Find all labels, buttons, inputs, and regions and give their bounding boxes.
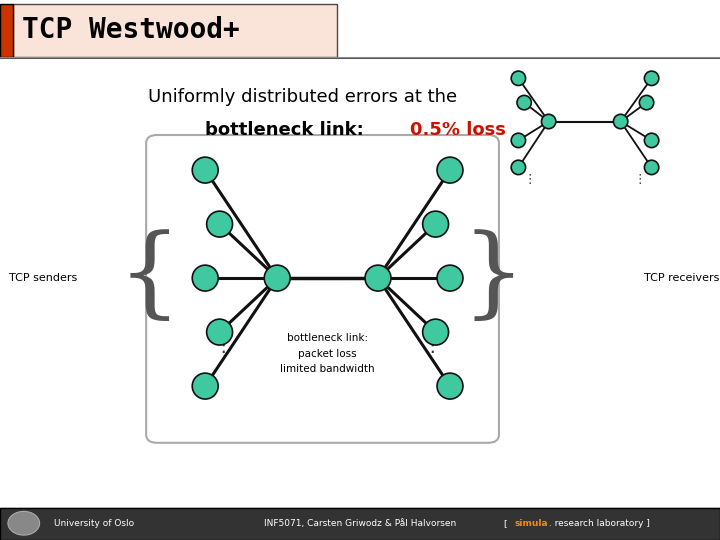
Ellipse shape	[437, 265, 463, 291]
Ellipse shape	[511, 133, 526, 147]
Ellipse shape	[644, 133, 659, 147]
Ellipse shape	[264, 265, 290, 291]
Ellipse shape	[423, 319, 449, 345]
Circle shape	[8, 511, 40, 535]
Ellipse shape	[644, 160, 659, 174]
Text: 0.5% loss: 0.5% loss	[410, 120, 506, 139]
Text: TCP receivers: TCP receivers	[644, 273, 720, 283]
Text: Uniformly distributed errors at the: Uniformly distributed errors at the	[148, 88, 457, 106]
Ellipse shape	[639, 96, 654, 110]
Ellipse shape	[207, 319, 233, 345]
Ellipse shape	[613, 114, 628, 129]
Text: . research laboratory ]: . research laboratory ]	[546, 519, 649, 528]
Text: ⋮: ⋮	[523, 173, 536, 186]
Ellipse shape	[437, 157, 463, 183]
Ellipse shape	[541, 114, 556, 129]
Ellipse shape	[437, 373, 463, 399]
Text: bottleneck link:: bottleneck link:	[205, 120, 377, 139]
Text: bottleneck link:
packet loss
limited bandwidth: bottleneck link: packet loss limited ban…	[280, 333, 375, 374]
Text: [: [	[504, 519, 510, 528]
Ellipse shape	[365, 265, 391, 291]
Ellipse shape	[423, 211, 449, 237]
Text: INF5071, Carsten Griwodz & Pål Halvorsen: INF5071, Carsten Griwodz & Pål Halvorsen	[264, 519, 456, 528]
Text: ⋮: ⋮	[213, 336, 233, 355]
Ellipse shape	[192, 373, 218, 399]
Ellipse shape	[511, 71, 526, 85]
Text: ⋮: ⋮	[633, 173, 646, 186]
Ellipse shape	[192, 265, 218, 291]
Ellipse shape	[511, 160, 526, 174]
Ellipse shape	[207, 211, 233, 237]
Ellipse shape	[644, 71, 659, 85]
Text: {: {	[118, 230, 181, 326]
Text: TCP senders: TCP senders	[9, 273, 77, 283]
Text: University of Oslo: University of Oslo	[54, 519, 134, 528]
Text: ⋮: ⋮	[422, 336, 442, 355]
Ellipse shape	[517, 96, 531, 110]
Text: }: }	[462, 230, 525, 326]
FancyBboxPatch shape	[0, 508, 720, 540]
FancyBboxPatch shape	[13, 4, 337, 57]
Ellipse shape	[192, 157, 218, 183]
Text: TCP Westwood+: TCP Westwood+	[22, 16, 239, 44]
FancyBboxPatch shape	[0, 4, 13, 57]
Text: simula: simula	[515, 519, 549, 528]
